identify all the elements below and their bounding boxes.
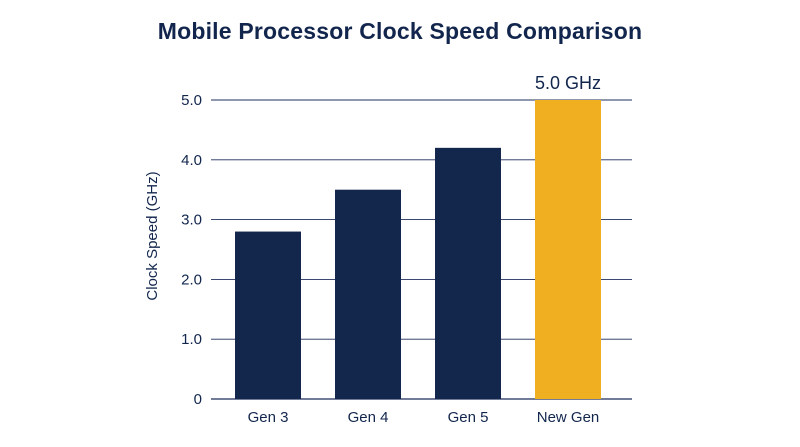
y-tick-label: 2.0 xyxy=(181,271,202,288)
x-tick-label: Gen 5 xyxy=(448,409,489,426)
y-tick-label: 5.0 xyxy=(181,92,202,109)
x-tick-label: Gen 4 xyxy=(348,409,389,426)
data-label: 5.0 GHz xyxy=(535,73,601,93)
y-axis-ticks: 0 1.0 2.0 3.0 4.0 5.0 xyxy=(181,92,202,408)
x-tick-label: Gen 3 xyxy=(248,409,289,426)
y-tick-label: 1.0 xyxy=(181,331,202,348)
y-tick-label: 3.0 xyxy=(181,212,202,229)
bar-new-gen xyxy=(535,100,601,399)
bar-gen-3 xyxy=(235,231,301,399)
bar-gen-4 xyxy=(335,189,401,399)
data-labels: 5.0 GHz xyxy=(535,73,601,93)
chart-title: Mobile Processor Clock Speed Comparison xyxy=(157,18,643,44)
x-tick-label: New Gen xyxy=(537,409,600,426)
y-axis-title: Clock Speed (GHz) xyxy=(144,171,161,300)
y-tick-label: 4.0 xyxy=(181,152,202,169)
y-tick-label: 0 xyxy=(194,391,202,408)
x-axis-ticks: Gen 3 Gen 4 Gen 5 New Gen xyxy=(248,409,600,426)
bar-gen-5 xyxy=(435,147,501,399)
bars xyxy=(235,100,601,399)
